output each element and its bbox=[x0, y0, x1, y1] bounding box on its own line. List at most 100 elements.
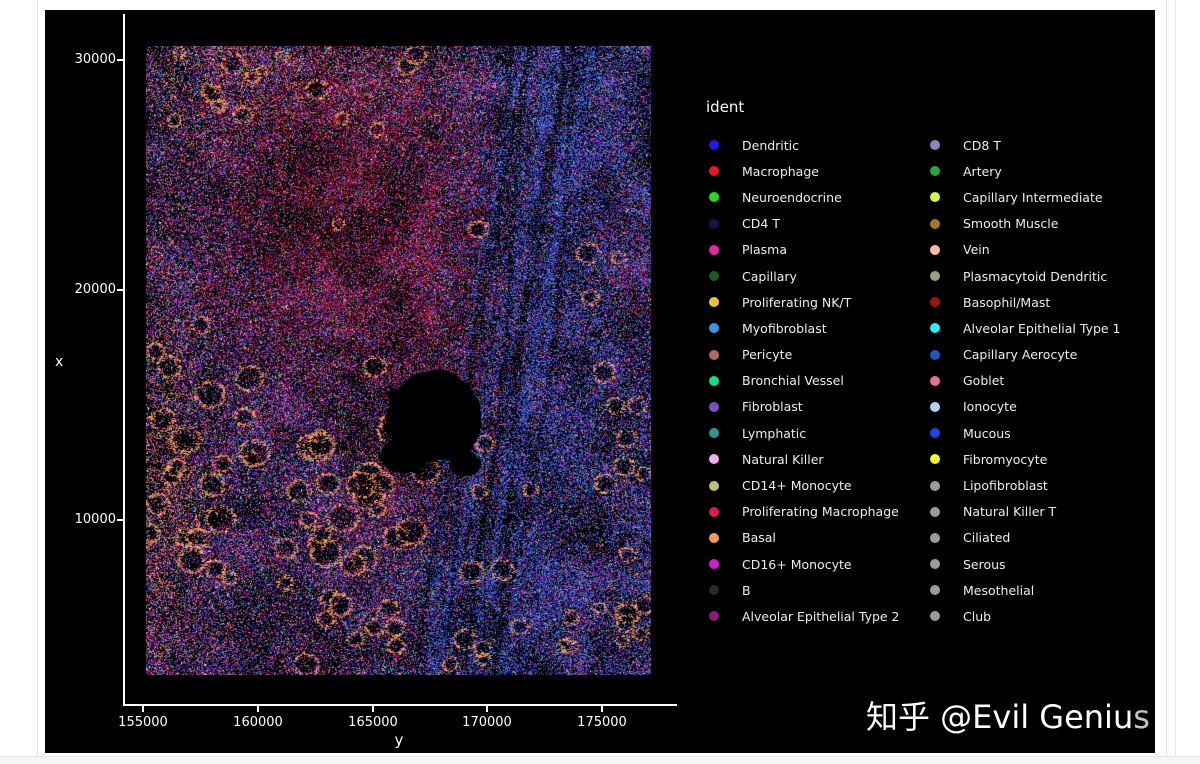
legend-item: Capillary bbox=[704, 263, 925, 289]
legend-item: Mucous bbox=[925, 420, 1164, 446]
legend-item: Ionocyte bbox=[925, 394, 1164, 420]
legend-label: B bbox=[742, 582, 751, 598]
legend-label: Basophil/Mast bbox=[963, 294, 1051, 310]
legend-label: Ionocyte bbox=[963, 399, 1017, 415]
legend-swatch-icon bbox=[930, 454, 940, 465]
legend-item: Bronchial Vessel bbox=[704, 368, 925, 394]
x-axis-title: y bbox=[394, 731, 404, 749]
legend-label: Fibromyocyte bbox=[963, 451, 1048, 467]
legend-label: Proliferating NK/T bbox=[742, 294, 852, 310]
legend-item: Mesothelial bbox=[925, 577, 1164, 603]
legend-item: Goblet bbox=[925, 368, 1164, 394]
legend-item: Alveolar Epithelial Type 1 bbox=[925, 315, 1164, 341]
legend-swatch-icon bbox=[709, 349, 719, 360]
legend-item: Natural Killer bbox=[704, 446, 925, 472]
x-tick-label: 175000 bbox=[577, 715, 627, 730]
legend-swatch-icon bbox=[930, 559, 940, 570]
legend-swatch-icon bbox=[930, 192, 940, 203]
x-tick-mark bbox=[257, 706, 259, 712]
x-tick-mark bbox=[372, 706, 374, 712]
legend-item: Basal bbox=[704, 525, 925, 551]
legend-label: Capillary Intermediate bbox=[963, 189, 1103, 205]
legend-swatch-icon bbox=[930, 480, 940, 491]
y-tick-mark bbox=[117, 59, 123, 61]
legend-swatch-icon bbox=[709, 585, 719, 596]
legend-item: Alveolar Epithelial Type 2 bbox=[704, 603, 925, 629]
x-tick-mark bbox=[486, 706, 488, 712]
legend-swatch-icon bbox=[930, 532, 940, 543]
legend-swatch-icon bbox=[709, 559, 719, 570]
legend-item: Vein bbox=[925, 237, 1164, 263]
x-tick-label: 155000 bbox=[118, 715, 168, 730]
legend-label: Club bbox=[963, 608, 992, 624]
legend-item: CD8 T bbox=[925, 132, 1164, 158]
legend-label: Myofibroblast bbox=[742, 320, 827, 336]
legend-label: Smooth Muscle bbox=[963, 216, 1059, 232]
legend-swatch-icon bbox=[709, 454, 719, 465]
y-axis-line bbox=[123, 14, 125, 706]
legend-item: Capillary Aerocyte bbox=[925, 342, 1164, 368]
legend-swatch-icon bbox=[930, 244, 940, 255]
legend-swatch-icon bbox=[709, 244, 719, 255]
legend-label: Artery bbox=[963, 163, 1002, 179]
legend-swatch-icon bbox=[930, 297, 940, 308]
legend-swatch-icon bbox=[930, 166, 940, 177]
legend-label: Ciliated bbox=[963, 530, 1011, 546]
y-tick-label: 30000 bbox=[74, 52, 116, 67]
legend-label: CD4 T bbox=[742, 216, 780, 232]
legend-label: Plasma bbox=[742, 242, 788, 258]
legend-label: CD14+ Monocyte bbox=[742, 478, 852, 494]
legend-label: Macrophage bbox=[742, 163, 819, 179]
y-tick-mark bbox=[117, 519, 123, 521]
legend-label: Lipofibroblast bbox=[963, 478, 1048, 494]
x-tick-label: 165000 bbox=[348, 715, 398, 730]
legend-item: Plasma bbox=[704, 237, 925, 263]
legend-swatch-icon bbox=[709, 532, 719, 543]
legend-swatch-icon bbox=[930, 585, 940, 596]
legend-item: Ciliated bbox=[925, 525, 1164, 551]
legend-swatch-icon bbox=[930, 375, 940, 386]
legend-label: Capillary Aerocyte bbox=[963, 347, 1078, 363]
x-tick-mark bbox=[601, 706, 603, 712]
legend-label: Alveolar Epithelial Type 2 bbox=[742, 608, 900, 624]
legend-item: CD16+ Monocyte bbox=[704, 551, 925, 577]
legend-swatch-icon bbox=[709, 401, 719, 412]
legend-item: Capillary Intermediate bbox=[925, 184, 1164, 210]
legend-item: Club bbox=[925, 603, 1164, 629]
legend-item: Serous bbox=[925, 551, 1164, 577]
page-left-divider bbox=[37, 0, 38, 764]
watermark-text: 知乎 @Evil Geniu bbox=[866, 698, 1134, 736]
y-tick-label: 10000 bbox=[74, 512, 116, 527]
legend-item: Fibromyocyte bbox=[925, 446, 1164, 472]
legend-column: Dendritic Macrophage Neuroendocrine CD4 T Pl… bbox=[704, 132, 925, 630]
legend-swatch-icon bbox=[709, 480, 719, 491]
legend-label: Natural Killer T bbox=[963, 504, 1057, 520]
legend-swatch-icon bbox=[930, 506, 940, 517]
legend-label: Vein bbox=[963, 242, 990, 258]
legend-label: Proliferating Macrophage bbox=[742, 504, 899, 520]
legend-column: CD8 T Artery Capillary Intermediate Smooth … bbox=[925, 132, 1164, 630]
legend-swatch-icon bbox=[709, 323, 719, 334]
legend-swatch-icon bbox=[930, 271, 940, 282]
legend-label: Mucous bbox=[963, 425, 1011, 441]
legend-swatch-icon bbox=[709, 611, 719, 622]
legend-item: Basophil/Mast bbox=[925, 289, 1164, 315]
legend-item: Myofibroblast bbox=[704, 315, 925, 341]
legend-label: Bronchial Vessel bbox=[742, 373, 844, 389]
legend-item: B bbox=[704, 577, 925, 603]
y-axis-title: x bbox=[55, 354, 64, 370]
legend-swatch-icon bbox=[930, 401, 940, 412]
legend-swatch-icon bbox=[930, 323, 940, 334]
legend-label: Plasmacytoid Dendritic bbox=[963, 268, 1108, 284]
legend-item: Proliferating Macrophage bbox=[704, 499, 925, 525]
legend-item: CD4 T bbox=[704, 211, 925, 237]
legend-swatch-icon bbox=[709, 192, 719, 203]
legend-item: Macrophage bbox=[704, 158, 925, 184]
legend-label: Serous bbox=[963, 556, 1006, 572]
legend-item: Lipofibroblast bbox=[925, 472, 1164, 498]
legend: ident Dendritic Macrophage Neuroendocrine C… bbox=[704, 98, 1164, 624]
legend-swatch-icon bbox=[930, 218, 940, 229]
legend-label: Natural Killer bbox=[742, 451, 824, 467]
legend-item: Plasmacytoid Dendritic bbox=[925, 263, 1164, 289]
